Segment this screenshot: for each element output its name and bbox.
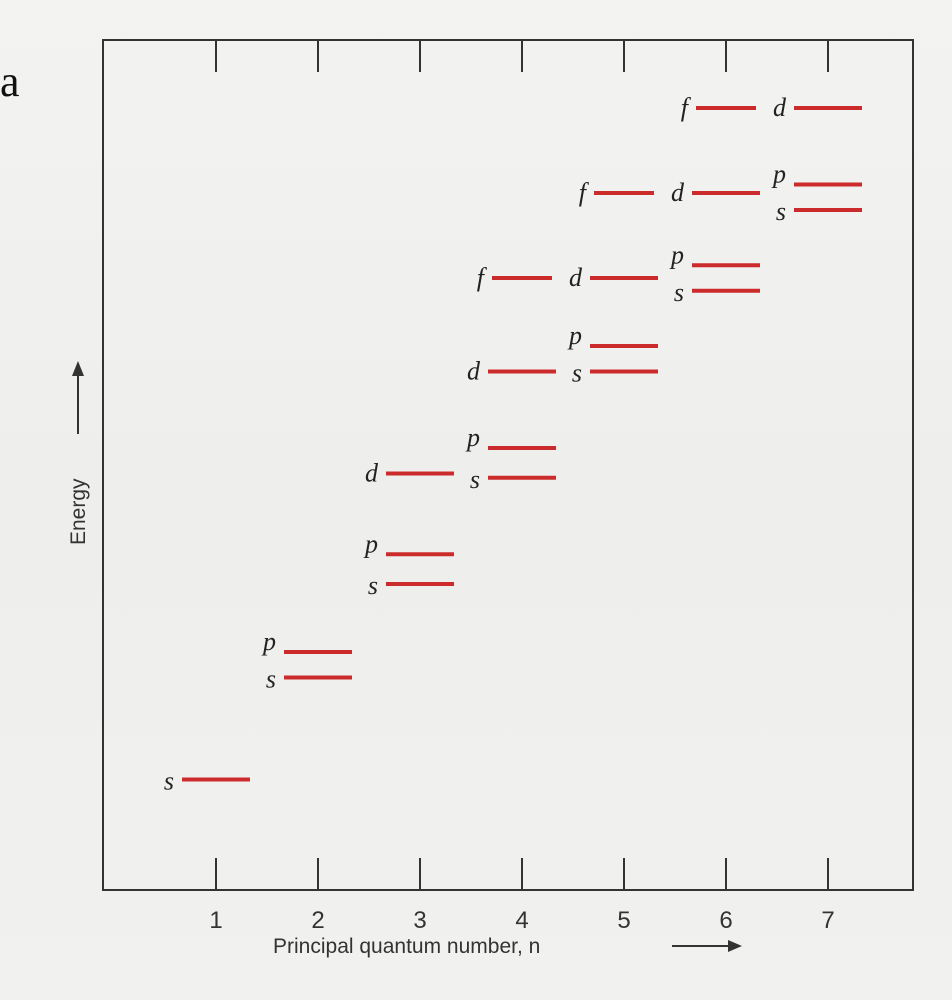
- orbital-label-5p: p: [567, 321, 582, 350]
- orbital-label-5d: d: [569, 263, 583, 292]
- orbital-label-6p: p: [669, 240, 684, 269]
- orbital-label-2p: p: [261, 627, 276, 656]
- energy-levels-layer: [182, 106, 862, 782]
- x-tick-label: 7: [821, 907, 834, 934]
- orbital-label-7d: d: [773, 93, 787, 122]
- orbital-label-6s: s: [674, 278, 684, 307]
- x-arrow-head: [728, 940, 742, 952]
- orbital-label-4s: s: [470, 465, 480, 494]
- axis-layer: Principal quantum number, n Energy 1 2 3 4 5…: [67, 361, 835, 958]
- orbital-label-1s: s: [164, 767, 174, 796]
- orbital-label-2s: s: [266, 665, 276, 694]
- y-arrow-head: [72, 361, 84, 376]
- x-axis-title: Principal quantum number, n: [273, 935, 540, 958]
- x-tick-label: 3: [413, 907, 426, 934]
- plot-frame: [102, 39, 914, 891]
- orbital-label-6f: f: [681, 93, 692, 122]
- orbital-label-7p: p: [771, 160, 786, 189]
- orbital-label-4p: p: [465, 423, 480, 452]
- x-tick-label: 1: [209, 907, 222, 934]
- orbital-label-7s: s: [776, 197, 786, 226]
- orbital-label-5s: s: [572, 359, 582, 388]
- orbital-label-4d: d: [467, 357, 481, 386]
- orbital-label-3s: s: [368, 571, 378, 600]
- plot-frame-layer: [102, 39, 914, 891]
- y-axis-title: Energy: [67, 478, 90, 545]
- orbital-label-4f: f: [477, 263, 488, 292]
- orbital-label-6d: d: [671, 178, 685, 207]
- x-axis-arrow-icon: [672, 940, 742, 952]
- x-tick-label: 5: [617, 907, 630, 934]
- page-edge-letter: a: [0, 57, 20, 106]
- x-tick-label: 2: [311, 907, 324, 934]
- x-tick-label: 4: [515, 907, 528, 934]
- x-tick-label: 6: [719, 907, 732, 934]
- orbital-label-3p: p: [363, 529, 378, 558]
- orbital-label-5f: f: [579, 178, 590, 207]
- orbital-label-3d: d: [365, 459, 379, 488]
- y-axis-arrow-icon: [72, 361, 84, 434]
